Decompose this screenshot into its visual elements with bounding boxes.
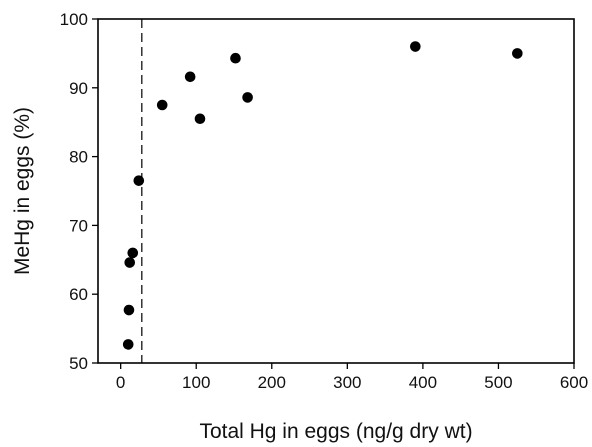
data-point xyxy=(156,99,168,111)
x-tick-label: 400 xyxy=(409,373,437,392)
data-point xyxy=(194,113,206,125)
x-tick-label: 600 xyxy=(560,373,588,392)
y-tick-label: 90 xyxy=(69,79,88,98)
data-point xyxy=(512,48,523,59)
data-point xyxy=(242,92,253,103)
data-point xyxy=(410,41,421,52)
data-points xyxy=(122,41,523,350)
x-axis-title: Total Hg in eggs (ng/g dry wt) xyxy=(199,420,472,443)
x-tick-label: 0 xyxy=(116,373,125,392)
x-tick-label: 300 xyxy=(333,373,361,392)
y-tick-label: 70 xyxy=(69,216,88,235)
data-point xyxy=(230,52,241,64)
plot-frame xyxy=(97,18,575,364)
y-axis-ticks: 50 60 70 80 90 100 xyxy=(60,10,98,373)
y-tick-label: 80 xyxy=(69,148,88,167)
x-tick-label: 100 xyxy=(182,373,210,392)
plot-area: 0 100 200 300 400 500 600 50 60 70 80 90 100 xyxy=(60,10,589,392)
y-tick-label: 60 xyxy=(69,285,88,304)
data-point xyxy=(133,175,145,186)
data-point xyxy=(123,304,135,316)
y-tick-label: 50 xyxy=(69,354,88,373)
x-tick-label: 200 xyxy=(258,373,286,392)
y-axis-title: MeHg in eggs (%) xyxy=(11,107,34,275)
data-point xyxy=(184,71,196,83)
data-point xyxy=(124,257,136,268)
data-point xyxy=(127,247,139,259)
y-tick-label: 100 xyxy=(60,10,88,29)
data-point xyxy=(122,339,134,350)
x-tick-label: 500 xyxy=(484,373,512,392)
x-axis-ticks: 0 100 200 300 400 500 600 xyxy=(116,363,588,392)
